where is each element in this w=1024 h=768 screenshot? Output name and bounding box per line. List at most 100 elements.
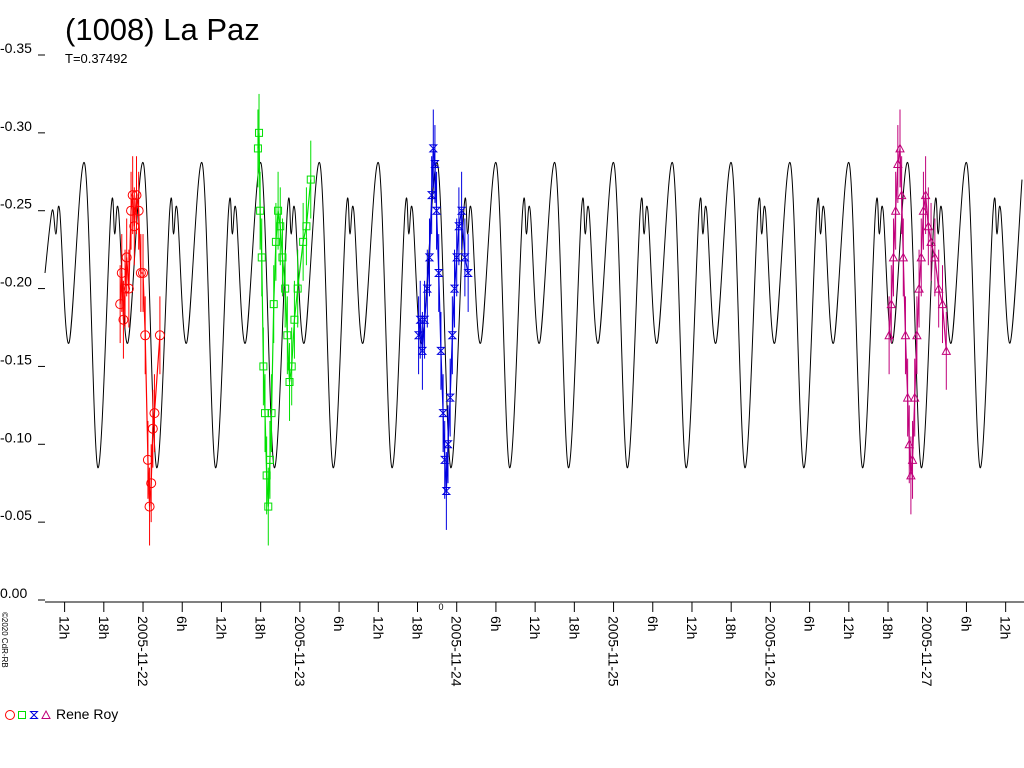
- data-point: [264, 502, 273, 511]
- data-point: [118, 314, 129, 325]
- data-point: [287, 362, 296, 371]
- data-point: [293, 284, 302, 293]
- data-point: [898, 252, 909, 262]
- data-point: [436, 346, 446, 355]
- data-point: [426, 191, 437, 200]
- x-tick-label: 12h: [527, 616, 543, 639]
- y-tick-label: -0.20: [0, 274, 32, 290]
- data-point: [283, 331, 292, 340]
- data-point: [909, 392, 920, 402]
- data-point: [916, 252, 927, 262]
- legend-marker: [18, 711, 26, 719]
- series-line: [119, 195, 161, 507]
- data-point: [417, 346, 428, 355]
- data-point: [126, 205, 137, 216]
- data-point: [430, 160, 440, 168]
- data-point: [926, 236, 936, 246]
- data-point: [120, 283, 131, 294]
- data-point: [259, 362, 268, 371]
- data-point: [937, 299, 948, 309]
- x-tick-label: 12h: [213, 616, 229, 639]
- chart-title: (1008) La Paz: [65, 12, 260, 47]
- data-point: [306, 175, 315, 184]
- y-tick-label: -0.10: [0, 429, 32, 445]
- x-tick-label: 2005-11-25: [606, 616, 622, 687]
- series-line: [257, 132, 312, 507]
- x-tick-label: 6h: [802, 616, 818, 632]
- data-point: [281, 284, 290, 293]
- data-point: [912, 330, 922, 340]
- data-point: [438, 409, 448, 418]
- data-point: [140, 330, 151, 341]
- data-point: [431, 206, 442, 215]
- data-point: [149, 408, 160, 419]
- data-point: [941, 345, 952, 355]
- data-point: [131, 190, 142, 201]
- y-tick-label: -0.30: [0, 118, 32, 134]
- data-point: [267, 409, 276, 418]
- copyright: ©2020 CdR-RB: [0, 612, 9, 668]
- x-tick-label: 2005-11-27: [919, 616, 935, 687]
- data-point: [933, 283, 944, 293]
- legend-label: Rene Roy: [56, 706, 118, 722]
- data-point: [147, 423, 158, 434]
- data-point: [138, 268, 149, 278]
- data-point: [449, 284, 460, 293]
- data-point: [888, 252, 899, 262]
- data-point: [441, 487, 452, 495]
- y-tick-label: -0.25: [0, 196, 32, 212]
- data-point: [269, 300, 278, 309]
- data-point: [271, 237, 280, 246]
- data-point: [443, 440, 453, 449]
- x-tick-label: 6h: [645, 616, 661, 632]
- data-point: [255, 128, 264, 137]
- data-point: [890, 205, 901, 215]
- data-point: [424, 253, 435, 262]
- data-point: [445, 393, 455, 402]
- x-tick-label: 2005-11-23: [292, 616, 308, 687]
- data-point: [907, 454, 918, 464]
- data-point: [285, 378, 294, 386]
- x-tick-label: 12h: [998, 616, 1014, 639]
- x-tick-label: 18h: [566, 616, 582, 639]
- y-tick-label: -0.35: [0, 40, 32, 56]
- data-point: [133, 205, 144, 216]
- data-point: [900, 330, 911, 340]
- data-point: [419, 315, 430, 324]
- x-tick-label: 6h: [174, 616, 190, 632]
- x-tick-label: 18h: [410, 616, 426, 639]
- data-point: [896, 190, 907, 200]
- data-point: [460, 253, 470, 262]
- data-point: [463, 269, 473, 277]
- data-point: [146, 478, 157, 489]
- y-tick-label: -0.05: [0, 507, 32, 523]
- data-point: [253, 144, 262, 153]
- x-tick-label: 2005-11-26: [762, 616, 778, 687]
- data-point: [257, 253, 266, 262]
- x-tick-label: 18h: [723, 616, 739, 639]
- x-tick-label: 12h: [57, 616, 73, 639]
- legend-marker: [29, 711, 39, 719]
- x-tick-label: 2005-11-22: [135, 616, 151, 687]
- data-point: [447, 331, 458, 340]
- x-tick-label: 12h: [370, 616, 386, 639]
- data-point: [256, 206, 265, 215]
- data-point: [123, 283, 134, 294]
- data-point: [902, 392, 913, 402]
- data-point: [920, 190, 931, 200]
- data-point: [454, 222, 464, 231]
- x-tick-label: 6h: [958, 616, 974, 632]
- data-point: [302, 222, 311, 231]
- x-tick-label: 6h: [331, 616, 347, 632]
- x-tick-label: 12h: [841, 616, 857, 639]
- data-point: [144, 501, 155, 512]
- data-point: [265, 455, 274, 464]
- x-tick-label: 18h: [253, 616, 269, 639]
- data-point: [422, 284, 433, 293]
- legend-marker: [41, 709, 51, 719]
- data-point: [276, 222, 285, 231]
- x-tick-label: 2005-11-24: [449, 616, 465, 687]
- data-point: [886, 299, 897, 309]
- data-point: [121, 252, 132, 263]
